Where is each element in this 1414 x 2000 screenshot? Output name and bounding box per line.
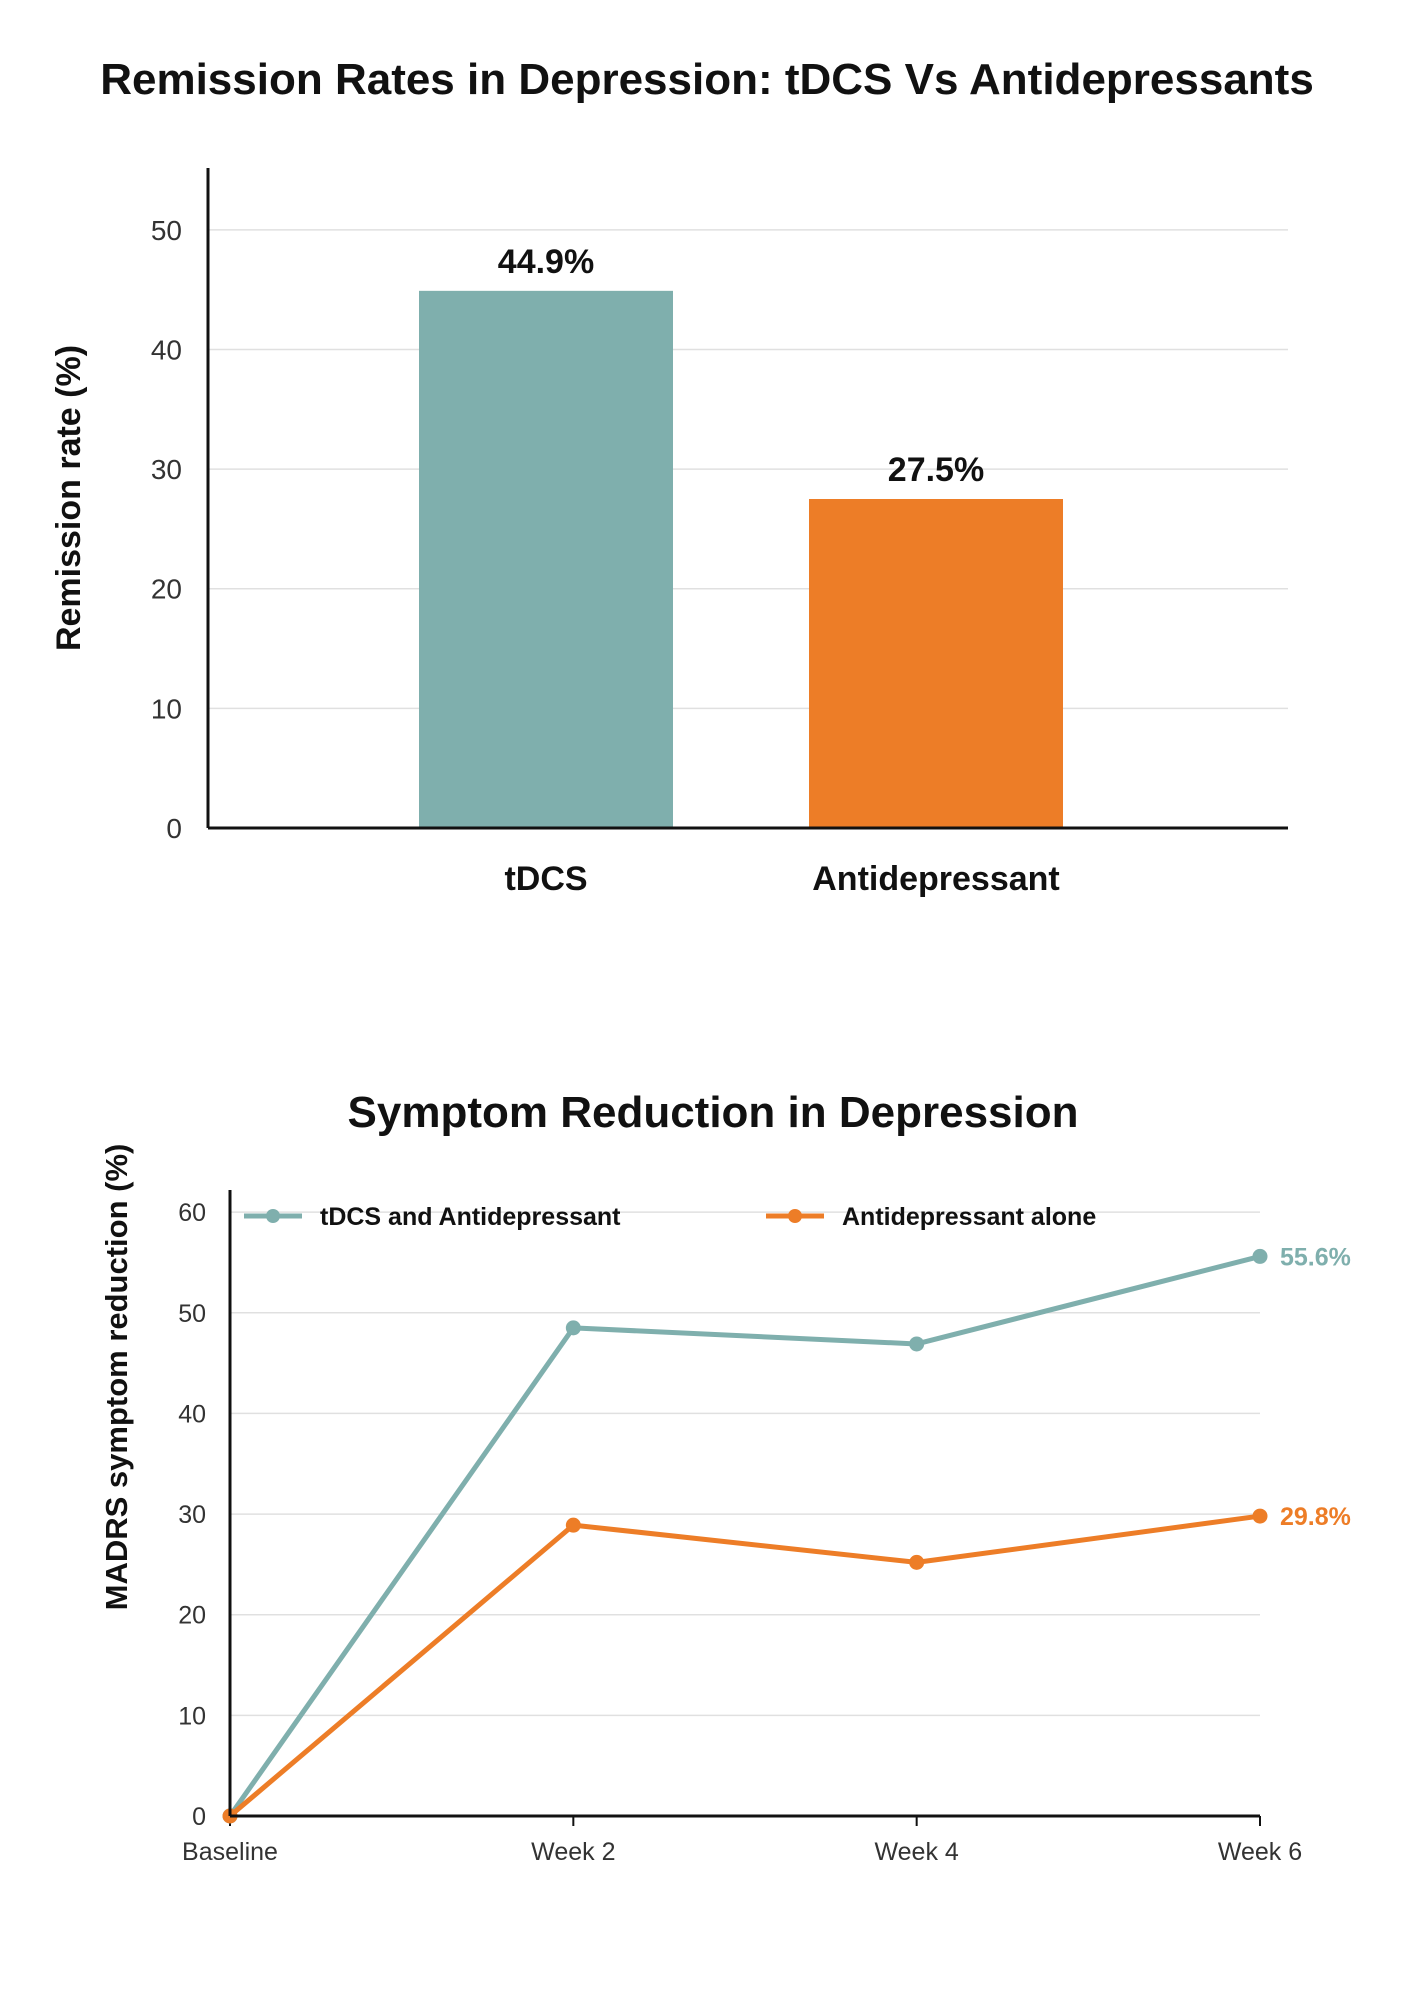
line-chart: Symptom Reduction in Depression MADRS sy… [99, 1088, 1351, 1866]
line-x-tick-label: Week 6 [1218, 1838, 1302, 1866]
line-y-tick-0: 0 [192, 1803, 206, 1831]
line-chart-end-labels: 55.6% 29.8% [1280, 1243, 1351, 1531]
line-y-tick-30: 30 [178, 1501, 206, 1529]
bar-category-label-tdcs: tDCS [504, 860, 587, 898]
series-point-1-2 [909, 1554, 925, 1570]
bar-y-tick-40: 40 [151, 334, 182, 365]
bar-chart: Remission Rates in Depression: tDCS Vs A… [50, 55, 1314, 898]
line-y-tick-20: 20 [178, 1602, 206, 1630]
legend-label-1: Antidepressant alone [842, 1203, 1096, 1231]
bar-chart-value-labels: 44.9% 27.5% [498, 243, 984, 489]
bar-y-tick-0: 0 [166, 813, 182, 844]
line-chart-x-ticks: Baseline Week 2 Week 4 Week 6 [182, 1816, 1302, 1866]
line-x-tick-label: Week 2 [531, 1838, 615, 1866]
legend-label-0: tDCS and Antidepressant [320, 1203, 621, 1231]
line-chart-legend: tDCS and Antidepressant Antidepressant al… [244, 1203, 1096, 1231]
series-point-1-3 [1252, 1508, 1268, 1524]
legend-swatch-marker-0 [266, 1209, 280, 1223]
line-chart-y-axis-label: MADRS symptom reduction (%) [99, 1144, 134, 1611]
legend-swatch-marker-1 [788, 1209, 802, 1223]
series-point-1-1 [565, 1517, 581, 1533]
line-y-tick-60: 60 [178, 1199, 206, 1227]
bar-category-label-antidepressant: Antidepressant [812, 860, 1060, 898]
series-point-0-2 [909, 1336, 925, 1352]
line-chart-title: Symptom Reduction in Depression [348, 1088, 1079, 1137]
bar-y-tick-30: 30 [151, 454, 182, 485]
bar-y-tick-20: 20 [151, 574, 182, 605]
bar-antidepressant [809, 499, 1063, 828]
bar-tdcs [419, 290, 673, 828]
line-chart-gridlines [230, 1211, 1260, 1717]
bar-value-label-tdcs: 44.9% [498, 243, 594, 281]
bar-chart-y-axis-label: Remission rate (%) [50, 345, 88, 651]
line-x-tick-label: Week 4 [875, 1838, 959, 1866]
line-x-tick-label: Baseline [182, 1838, 278, 1866]
series-line-0 [227, 1253, 1261, 1818]
series-line-1 [228, 1513, 1261, 1818]
line-y-tick-10: 10 [178, 1702, 206, 1730]
bar-y-tick-50: 50 [151, 215, 182, 246]
bar-y-tick-10: 10 [151, 693, 182, 724]
line-chart-y-ticks: 0 10 20 30 40 50 60 [178, 1199, 206, 1831]
line-y-tick-50: 50 [178, 1300, 206, 1328]
series-end-label-1: 29.8% [1280, 1503, 1351, 1531]
bar-chart-category-labels: tDCS Antidepressant [504, 860, 1059, 898]
bar-chart-title: Remission Rates in Depression: tDCS Vs A… [100, 55, 1314, 104]
bar-chart-gridlines [208, 229, 1288, 710]
bar-chart-y-ticks: 0 10 20 30 40 50 [151, 215, 182, 844]
line-chart-series [222, 1248, 1268, 1824]
bar-chart-bars [419, 290, 1063, 828]
series-end-label-0: 55.6% [1280, 1243, 1351, 1271]
series-point-0-3 [1252, 1248, 1268, 1264]
series-point-0-1 [565, 1320, 581, 1336]
bar-value-label-antidepressant: 27.5% [888, 451, 984, 489]
line-y-tick-40: 40 [178, 1400, 206, 1428]
